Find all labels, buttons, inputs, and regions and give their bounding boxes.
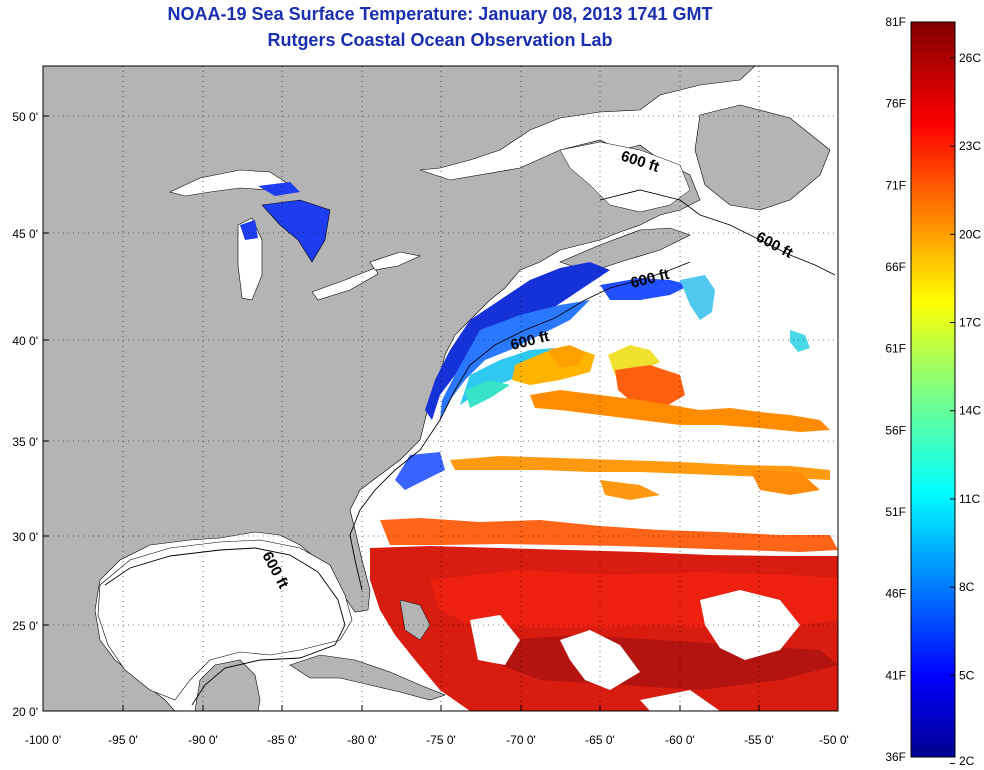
colorbar-c-label: 14C (959, 404, 981, 418)
sst-data-layer (370, 262, 838, 711)
lake-michigan-sst (240, 220, 258, 240)
colorbar (910, 21, 956, 758)
lat-tick-label: 40 0' (12, 334, 38, 348)
colorbar-f-label: 66F (885, 260, 906, 274)
lat-tick-label: 20 0' (12, 705, 38, 719)
colorbar-c-label: 20C (959, 227, 981, 241)
lake-erie (311, 267, 379, 301)
colorbar-c-label: 2C (959, 754, 975, 768)
lon-tick-label: -80 0' (347, 733, 377, 747)
lon-tick-labels: -100 0' -95 0' -90 0' -85 0' -80 0' -75 … (25, 733, 849, 747)
lon-tick-label: -85 0' (267, 733, 297, 747)
gulf-of-mexico (97, 539, 353, 701)
lon-tick-label: -70 0' (506, 733, 536, 747)
land-yucatan (194, 659, 261, 711)
colorbar-f-label: 81F (885, 15, 906, 29)
lon-tick-label: -95 0' (108, 733, 138, 747)
map-title: NOAA-19 Sea Surface Temperature: January… (167, 4, 713, 24)
colorbar-f-label: 56F (885, 423, 906, 437)
lake-superior-sst (258, 182, 300, 196)
lon-tick-label: -75 0' (426, 733, 456, 747)
lat-tick-label: 45 0' (12, 227, 38, 241)
axis-ticks (42, 115, 839, 712)
colorbar-c-label: 26C (959, 51, 981, 65)
lat-tick-label: 35 0' (12, 435, 38, 449)
land-newfoundland (694, 104, 831, 211)
colorbar-c-label: 17C (959, 316, 981, 330)
lon-tick-label: -100 0' (25, 733, 61, 747)
lat-tick-label: 50 0' (12, 110, 38, 124)
lake-huron (261, 199, 331, 263)
colorbar-f-labels: 81F 76F 71F 66F 61F 56F 51F 46F 41F 36F (885, 15, 906, 764)
colorbar-c-label: 11C (959, 492, 980, 506)
colorbar-f-label: 61F (885, 342, 906, 356)
lon-tick-label: -90 0' (188, 733, 218, 747)
lat-tick-label: 30 0' (12, 530, 38, 544)
colorbar-f-label: 71F (885, 178, 906, 192)
lake-ontario (369, 251, 421, 271)
colorbar-c-label: 8C (959, 580, 975, 594)
lon-tick-label: -65 0' (585, 733, 615, 747)
colorbar-c-labels: 26C 23C 20C 17C 14C 11C 8C 5C 2C (959, 51, 981, 768)
colorbar-f-label: 46F (885, 587, 906, 601)
lon-tick-label: -60 0' (665, 733, 695, 747)
colorbar-c-label: 5C (959, 668, 975, 682)
colorbar-c-label: 23C (959, 139, 981, 153)
isobath-600ft (104, 189, 836, 706)
lon-tick-label: -50 0' (819, 733, 849, 747)
map-subtitle: Rutgers Coastal Ocean Observation Lab (267, 30, 613, 50)
lon-tick-label: -55 0' (744, 733, 774, 747)
lat-tick-label: 25 0' (12, 619, 38, 633)
colorbar-f-label: 76F (885, 97, 906, 111)
lat-tick-labels: 20 0' 25 0' 30 0' 35 0' 40 0' 45 0' 50 0… (12, 110, 38, 719)
colorbar-f-label: 41F (885, 668, 906, 682)
colorbar-f-label: 36F (885, 750, 906, 764)
colorbar-ticks (950, 57, 955, 765)
colorbar-f-label: 51F (885, 505, 906, 519)
land-cuba (289, 654, 446, 701)
